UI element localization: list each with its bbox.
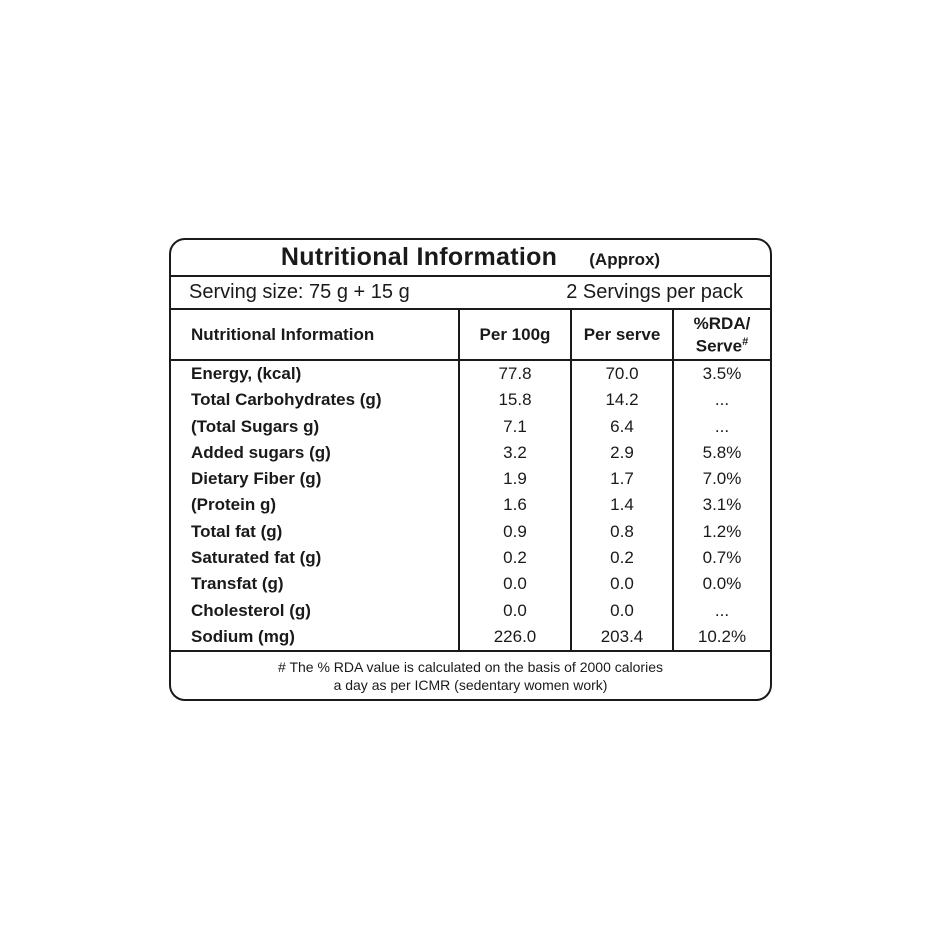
nutrient-label: (Total Sugars g) [191, 416, 320, 436]
rda-footnote: # The % RDA value is calculated on the b… [171, 652, 770, 699]
rda-header-text: %RDA/Serve# [694, 314, 751, 356]
per-100g-value: 7.1 [458, 413, 570, 440]
serving-size-text: Serving size: 75 g + 15 g [189, 281, 410, 303]
column-header-name: Nutritional Information [191, 324, 375, 344]
table-row: Energy, (kcal) 77.8 70.0 3.5% [171, 361, 770, 388]
rda-header-superscript: # [742, 335, 749, 348]
per-serve-value: 0.8 [570, 518, 672, 545]
rda-value: 0.7% [672, 544, 770, 572]
per-100g-value: 1.6 [458, 492, 570, 519]
nutrient-label: Total fat (g) [191, 521, 283, 541]
per-serve-value: 6.4 [570, 413, 672, 440]
column-header-per-100g: Per 100g [458, 310, 570, 359]
per-serve-value: 1.7 [570, 466, 672, 493]
table-row: Added sugars (g) 3.2 2.9 5.8% [171, 439, 770, 467]
rda-value: 0.0% [672, 571, 770, 598]
rda-value: ... [672, 597, 770, 624]
per-serve-value: 0.0 [570, 571, 672, 598]
nutrient-label: Total Carbohydrates (g) [191, 390, 382, 410]
rda-value: 10.2% [672, 623, 770, 650]
rda-value: ... [672, 387, 770, 414]
nutrition-label: Nutritional Information (Approx) Serving… [169, 238, 772, 701]
per-serve-value: 1.4 [570, 492, 672, 519]
rda-value: 3.5% [672, 361, 770, 388]
table-row: Saturated fat (g) 0.2 0.2 0.7% [171, 544, 770, 572]
table-row: Dietary Fiber (g) 1.9 1.7 7.0% [171, 466, 770, 493]
per-serve-value: 203.4 [570, 623, 672, 650]
per-100g-value: 3.2 [458, 439, 570, 467]
nutrient-label: Cholesterol (g) [191, 600, 311, 620]
rda-value: ... [672, 413, 770, 440]
rda-value: 7.0% [672, 466, 770, 493]
per-100g-value: 15.8 [458, 387, 570, 414]
per-100g-value: 0.9 [458, 518, 570, 545]
table-row: Sodium (mg) 226.0 203.4 10.2% [171, 623, 770, 650]
per-100g-value: 0.2 [458, 544, 570, 572]
per-100g-value: 77.8 [458, 361, 570, 388]
nutrient-label: Saturated fat (g) [191, 547, 322, 567]
nutrient-label: Added sugars (g) [191, 442, 331, 462]
column-header-rda: %RDA/Serve# [672, 310, 770, 359]
table-row: (Protein g) 1.6 1.4 3.1% [171, 492, 770, 519]
table-row: (Total Sugars g) 7.1 6.4 ... [171, 413, 770, 440]
servings-per-pack-text: 2 Servings per pack [566, 281, 743, 303]
per-100g-value: 226.0 [458, 623, 570, 650]
per-serve-value: 70.0 [570, 361, 672, 388]
nutrient-label: Sodium (mg) [191, 626, 295, 646]
table-row: Total Carbohydrates (g) 15.8 14.2 ... [171, 387, 770, 414]
table-row: Transfat (g) 0.0 0.0 0.0% [171, 571, 770, 598]
rda-value: 1.2% [672, 518, 770, 545]
table-body: Energy, (kcal) 77.8 70.0 3.5% Total Carb… [171, 361, 770, 652]
table-header-row: Nutritional Information Per 100g Per ser… [171, 310, 770, 361]
column-header-per-serve: Per serve [570, 310, 672, 359]
per-100g-value: 0.0 [458, 597, 570, 624]
nutrient-label: Energy, (kcal) [191, 364, 302, 384]
per-serve-value: 14.2 [570, 387, 672, 414]
label-approx: (Approx) [589, 250, 661, 269]
footnote-line-2: a day as per ICMR (sedentary women work) [333, 676, 608, 693]
rda-value: 5.8% [672, 439, 770, 467]
nutrient-label: (Protein g) [191, 495, 276, 515]
rda-header-line1: %RDA/ [693, 313, 751, 333]
title-row: Nutritional Information (Approx) [171, 240, 770, 277]
nutrient-label: Transfat (g) [191, 574, 284, 594]
per-serve-value: 0.0 [570, 597, 672, 624]
table-row: Cholesterol (g) 0.0 0.0 ... [171, 597, 770, 624]
rda-value: 3.1% [672, 492, 770, 519]
per-100g-value: 1.9 [458, 466, 570, 493]
per-100g-value: 0.0 [458, 571, 570, 598]
per-serve-value: 2.9 [570, 439, 672, 467]
rda-header-line2: Serve [695, 336, 743, 356]
per-serve-value: 0.2 [570, 544, 672, 572]
table-row: Total fat (g) 0.9 0.8 1.2% [171, 518, 770, 545]
footnote-line-1: # The % RDA value is calculated on the b… [278, 658, 663, 675]
label-title: Nutritional Information [280, 243, 558, 271]
serving-row: Serving size: 75 g + 15 g 2 Servings per… [171, 277, 770, 310]
nutrient-label: Dietary Fiber (g) [191, 469, 322, 489]
